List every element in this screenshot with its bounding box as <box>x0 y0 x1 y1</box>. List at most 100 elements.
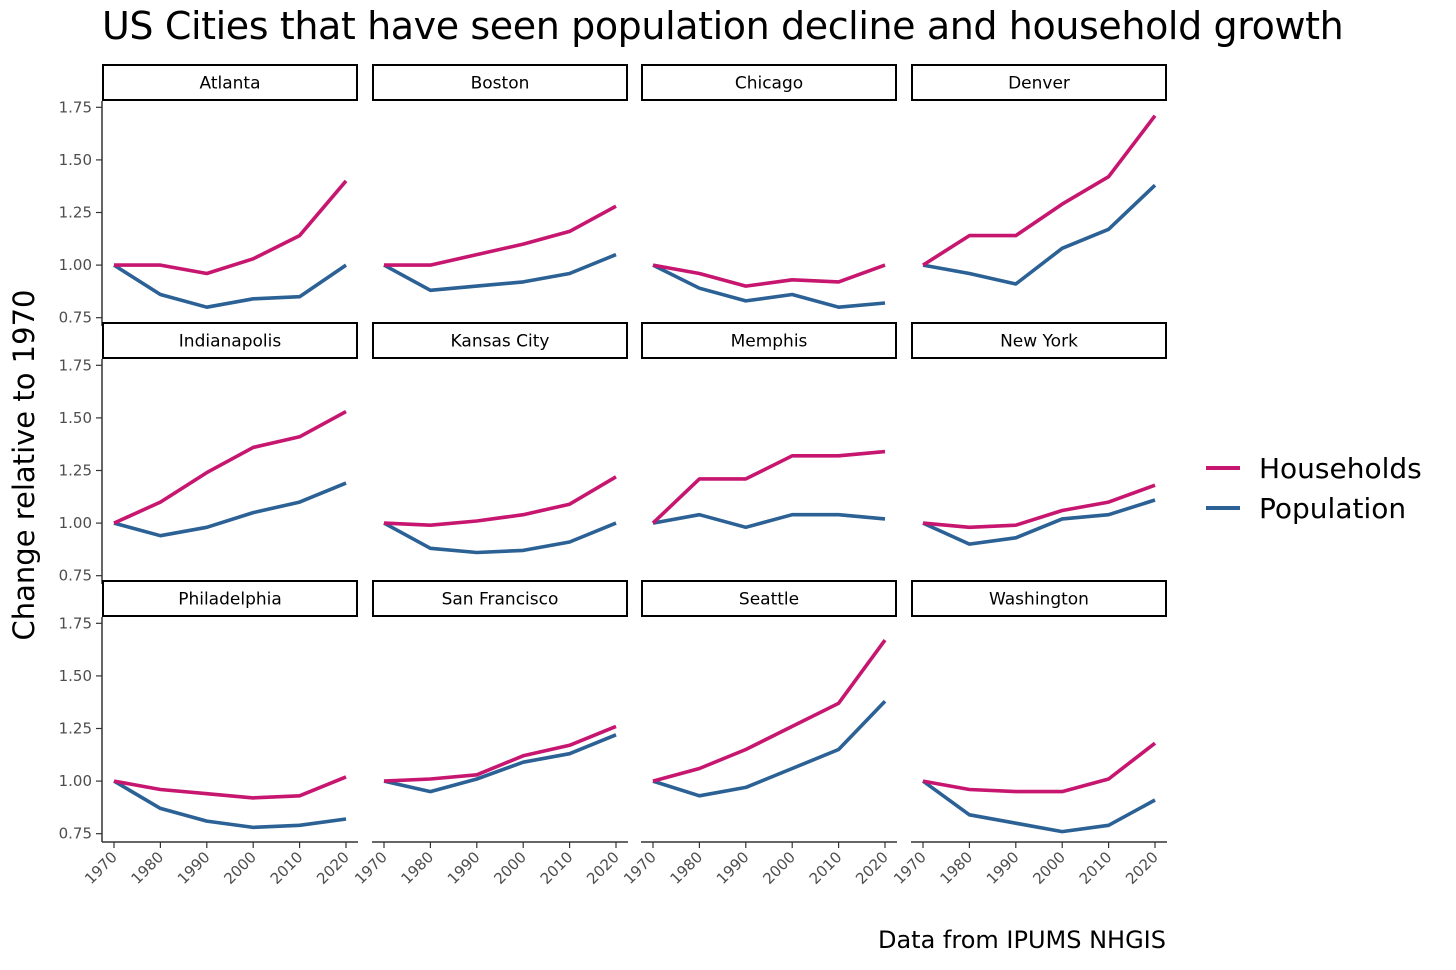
x-tick-label: 2020 <box>313 848 353 888</box>
strip-label: Memphis <box>731 332 808 352</box>
strip-box <box>911 64 1167 101</box>
y-tick-label: 1.75 <box>59 614 92 632</box>
population-line <box>921 779 1156 834</box>
households-line <box>113 775 347 800</box>
x-tick-label: 1970 <box>81 848 121 888</box>
households-line <box>922 741 1157 794</box>
y-axis-title: Change relative to 1970 <box>7 290 41 641</box>
legend-label-households: Households <box>1259 452 1422 485</box>
x-tick-label: 1990 <box>983 848 1023 888</box>
panel-san-francisco: San Francisco 1970 1980 1990 2000 2010 2020 <box>351 580 628 888</box>
population-line <box>652 263 886 310</box>
strip-box <box>102 64 358 101</box>
x-tick-label: 2010 <box>1076 848 1116 888</box>
x-tick-label: 1980 <box>666 848 706 888</box>
y-tick-label: 0.75 <box>59 825 92 843</box>
chart-title: US Cities that have seen population decl… <box>102 4 1344 48</box>
population-line <box>383 252 617 293</box>
strip-box <box>911 580 1167 617</box>
panel-chicago: Chicago <box>641 64 897 310</box>
panel-atlanta: Atlanta 0.75 1.00 1.25 1.50 1.75 <box>59 64 358 327</box>
panel-memphis: Memphis <box>641 322 897 530</box>
households-line <box>383 724 617 783</box>
x-tick-label: 1970 <box>351 848 391 888</box>
x-tick-label: 1970 <box>620 848 660 888</box>
households-line <box>114 179 348 276</box>
y-tick-label: 1.50 <box>59 151 92 169</box>
x-tick-label: 1990 <box>174 848 214 888</box>
y-tick-label: 1.75 <box>59 356 92 374</box>
panel-denver: Denver <box>911 64 1167 286</box>
strip-box <box>641 580 897 617</box>
strip-box <box>641 322 897 359</box>
chart-caption: Data from IPUMS NHGIS <box>877 926 1166 954</box>
households-line <box>922 114 1157 267</box>
x-tick-label: 2020 <box>852 848 892 888</box>
x-tick-label: 2020 <box>583 848 623 888</box>
households-line <box>384 204 617 267</box>
x-tick-label: 2020 <box>1122 848 1162 888</box>
strip-label: Seattle <box>739 590 799 610</box>
population-line <box>652 512 886 530</box>
households-line <box>652 263 886 288</box>
strip-label: New York <box>1000 332 1078 352</box>
panel-washington: Washington 1970 1980 1990 2000 2010 2020 <box>890 580 1167 888</box>
legend-label-population: Population <box>1259 492 1406 525</box>
x-tick-label: 1990 <box>444 848 484 888</box>
strip-label: Kansas City <box>451 332 550 352</box>
x-tick-label: 1980 <box>127 848 167 888</box>
x-tick-label: 2000 <box>759 848 799 888</box>
y-tick-label: 1.25 <box>59 720 92 738</box>
y-tick-label: 1.00 <box>59 514 92 532</box>
panel-boston: Boston <box>372 64 628 293</box>
population-line <box>113 263 348 310</box>
y-tick-label: 0.75 <box>59 309 92 327</box>
x-tick-label: 2000 <box>1029 848 1069 888</box>
strip-box <box>372 64 628 101</box>
households-line <box>922 483 1156 530</box>
strip-label: San Francisco <box>442 590 559 610</box>
population-line <box>652 699 887 798</box>
population-line <box>383 733 617 794</box>
households-line <box>652 639 887 783</box>
strip-label: Atlanta <box>200 74 261 94</box>
y-tick-label: 1.75 <box>59 98 92 116</box>
strip-box <box>641 64 897 101</box>
households-line <box>383 475 617 528</box>
x-tick-label: 2000 <box>490 848 530 888</box>
population-line <box>113 481 347 538</box>
panel-indianapolis: Indianapolis 0.75 1.00 1.25 1.50 1.75 <box>59 322 358 585</box>
strip-box <box>102 322 358 359</box>
population-line <box>922 498 1156 546</box>
y-tick-label: 1.00 <box>59 256 92 274</box>
y-tick-label: 1.50 <box>59 409 92 427</box>
strip-label: Chicago <box>735 74 803 94</box>
population-line <box>383 521 617 555</box>
population-line <box>113 779 347 830</box>
y-tick-label: 1.00 <box>59 772 92 790</box>
x-tick-label: 2000 <box>220 848 260 888</box>
x-tick-label: 1990 <box>713 848 753 888</box>
households-line <box>651 449 886 525</box>
strip-box <box>372 322 628 359</box>
strip-box <box>372 580 628 617</box>
y-tick-label: 1.25 <box>59 462 92 480</box>
households-line <box>113 410 347 525</box>
x-tick-label: 2010 <box>267 848 307 888</box>
panel-kansas-city: Kansas City <box>372 322 628 555</box>
population-line <box>922 183 1157 286</box>
panel-seattle: Seattle 1970 1980 1990 2000 2010 2020 <box>620 580 897 888</box>
y-tick-label: 0.75 <box>59 567 92 585</box>
x-tick-label: 2010 <box>806 848 846 888</box>
x-tick-label: 1970 <box>890 848 930 888</box>
x-tick-label: 2010 <box>537 848 577 888</box>
strip-label: Washington <box>989 590 1089 610</box>
x-tick-label: 1980 <box>397 848 437 888</box>
strip-label: Denver <box>1008 74 1070 94</box>
legend: Households Population <box>1206 452 1422 525</box>
x-tick-label: 1980 <box>936 848 976 888</box>
strip-label: Boston <box>471 74 530 94</box>
panel-philadelphia: Philadelphia 0.75 1.00 1.25 1.50 1.75 1970 1980… <box>59 580 358 888</box>
strip-box <box>102 580 358 617</box>
